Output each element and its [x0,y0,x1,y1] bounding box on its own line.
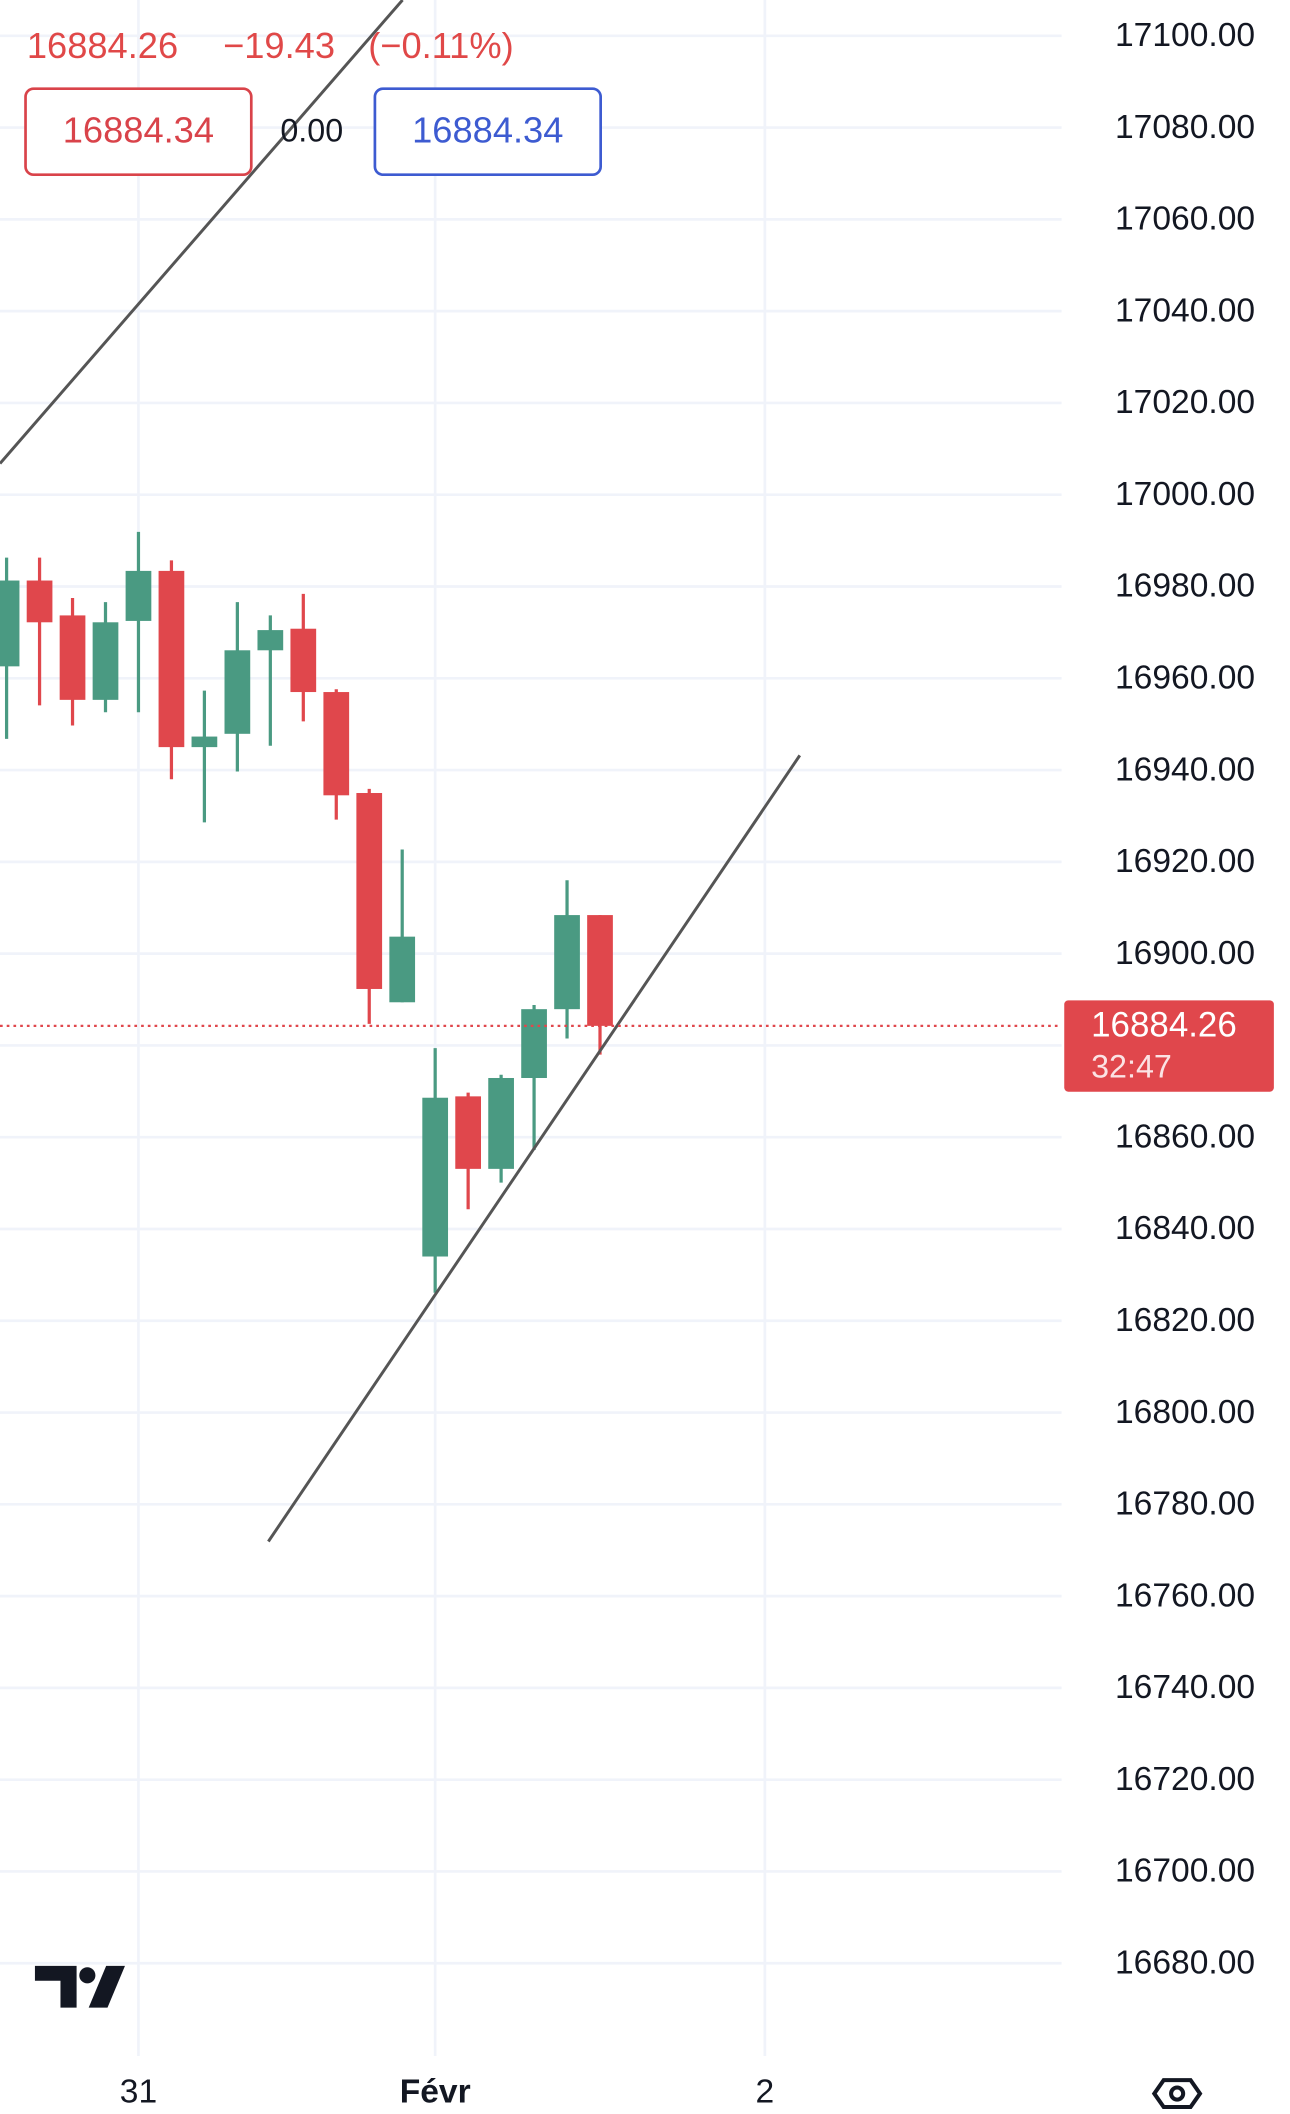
y-tick-label: 16760.00 [1115,1577,1255,1614]
y-tick-label: 17020.00 [1115,384,1255,421]
change: −19.43 [223,25,335,66]
candle-body [59,615,86,700]
candle-body [455,1096,481,1169]
tradingview-logo [34,1965,125,2008]
candle-body [92,622,119,700]
y-tick-label: 17060.00 [1115,201,1255,238]
candle-body [191,736,218,748]
logo-part [79,1967,96,1984]
candle-body [26,580,53,623]
header: 16884.26 −19.43 (−0.11%) 16884.34 0.00 1… [24,25,602,177]
candle-body [224,650,251,734]
candle-body [521,1009,547,1078]
candle-body [422,1097,449,1257]
y-tick-label: 16820.00 [1115,1302,1255,1339]
candle-body [257,630,284,651]
candle-body [356,793,383,989]
x-tick-label: 31 [120,2073,157,2110]
y-tick-label: 16800.00 [1115,1394,1255,1431]
y-tick-label: 17000.00 [1115,476,1255,513]
gear-center[interactable] [1169,2085,1186,2102]
candle-body [488,1077,514,1169]
buy-box[interactable] [373,87,602,177]
x-tick-label: Févr [400,2073,471,2110]
grid [0,0,1062,2056]
candle-body [323,692,350,796]
y-tick-label: 16740.00 [1115,1669,1255,1706]
y-tick-label: 17100.00 [1115,17,1255,54]
sell-box[interactable] [24,87,253,177]
last-price-tag [1064,1000,1274,1092]
logo-part [34,1965,77,2008]
trend-line [0,0,404,465]
candle-body [554,915,580,1010]
logo-part [88,1965,125,2008]
y-tick-label: 16920.00 [1115,843,1255,880]
candle-body [158,570,185,748]
y-tick-label: 16680.00 [1115,1944,1255,1981]
candle-body [290,628,317,693]
axes: 17100.00 17080.00 17060.00 17040.00 17020.00… [120,17,1274,2110]
candle-body [389,936,416,1003]
candle-body [587,915,613,1026]
y-tick-label: 17080.00 [1115,109,1255,146]
y-tick-label: 16700.00 [1115,1853,1255,1890]
sell-price[interactable]: 16884.34 [63,110,214,151]
y-tick-label: 16840.00 [1115,1210,1255,1247]
y-tick-label: 16980.00 [1115,568,1255,605]
y-tick-label: 16860.00 [1115,1118,1255,1155]
y-tick-label: 16720.00 [1115,1761,1255,1798]
y-tick-label: 16960.00 [1115,660,1255,697]
plot [0,0,1062,1543]
gear[interactable] [1151,2078,1203,2110]
candle-body [125,570,152,621]
settings-icon[interactable] [1151,2078,1203,2110]
y-tick-label: 17040.00 [1115,292,1255,329]
candle-body [0,580,20,667]
trend-line [267,754,802,1543]
y-tick-label: 16900.00 [1115,935,1255,972]
change-percent: (−0.11%) [368,25,513,66]
x-tick-label: 2 [756,2073,775,2110]
countdown: 32:47 [1091,1048,1172,1084]
last-price-label: 16884.26 [1091,1005,1237,1044]
y-tick-label: 16780.00 [1115,1486,1255,1523]
spread: 0.00 [280,113,343,149]
last-price: 16884.26 [27,25,178,66]
buy-price[interactable]: 16884.34 [412,110,563,151]
y-tick-label: 16940.00 [1115,751,1255,788]
